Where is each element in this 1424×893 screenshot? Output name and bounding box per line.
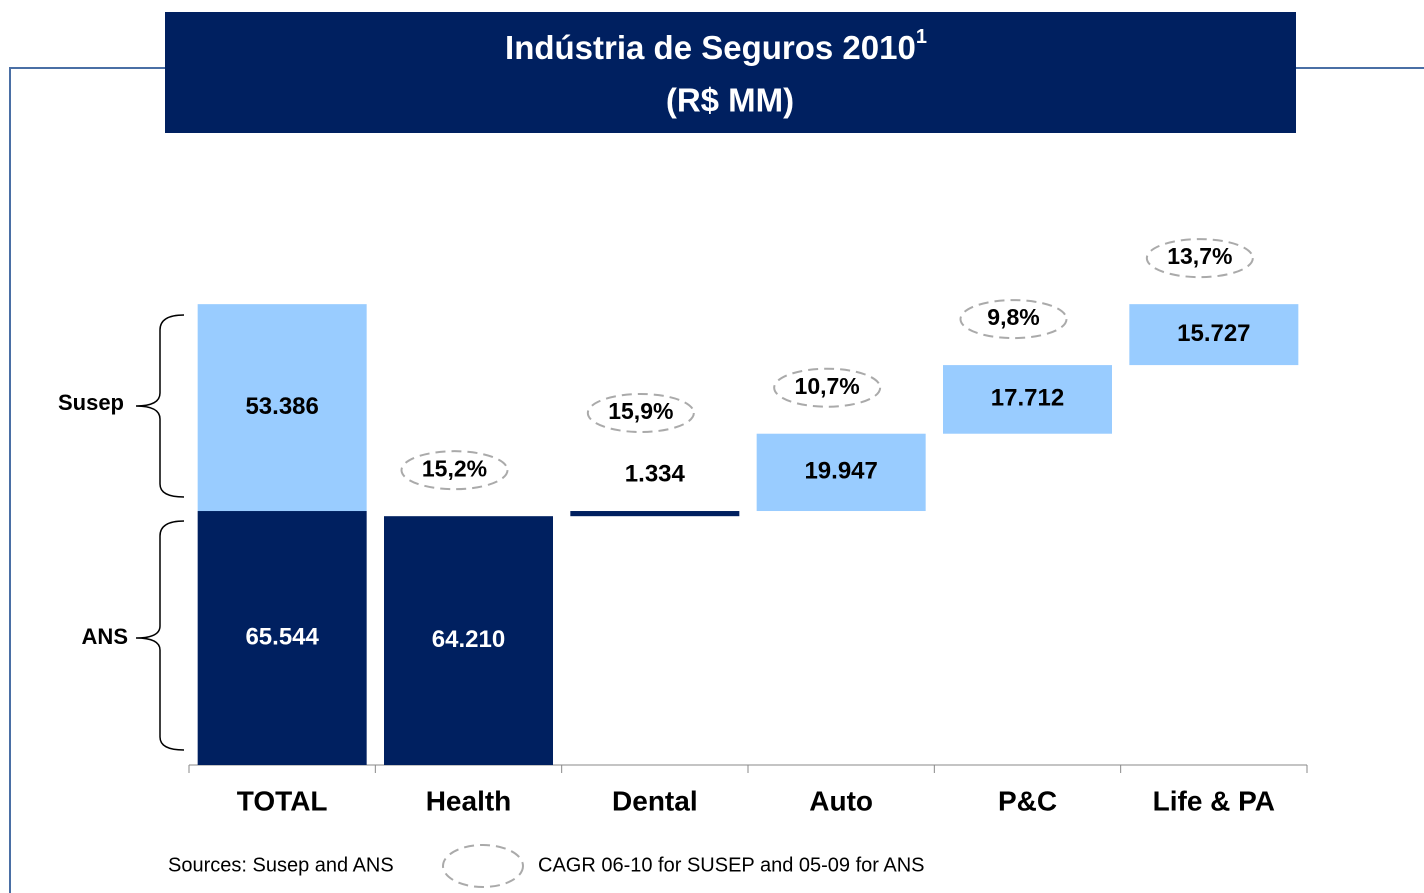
cagr-ellipse <box>400 450 509 491</box>
title-superscript: 1 <box>916 26 927 48</box>
data-label: 19.947 <box>804 458 877 485</box>
cagr-label: 10,7% <box>795 373 860 399</box>
bar <box>197 511 367 765</box>
x-tick-label: TOTAL <box>237 785 328 816</box>
bar <box>943 365 1112 434</box>
bar <box>197 304 367 512</box>
cagr-ellipse <box>1145 238 1254 279</box>
bar <box>384 516 553 765</box>
cagr-ellipse <box>959 299 1068 340</box>
footer-ellipse <box>442 844 524 888</box>
footer-sources: Sources: Susep and ANS <box>168 854 394 876</box>
title-text: Indústria de Seguros 2010 <box>505 29 916 66</box>
data-label: 1.334 <box>625 460 686 487</box>
data-label: 65.544 <box>245 623 319 650</box>
ans-brace <box>135 520 185 751</box>
cagr-label: 9,8% <box>987 304 1039 330</box>
footer-note: CAGR 06-10 for SUSEP and 05-09 for ANS <box>538 854 925 876</box>
cagr-ellipse <box>773 367 882 408</box>
x-tick-label: Dental <box>612 785 698 816</box>
brace-label: Susep <box>58 390 124 415</box>
x-tick-label: Life & PA <box>1153 785 1275 816</box>
chart-subtitle: (R$ MM) <box>666 82 794 119</box>
x-tick-label: Health <box>426 785 512 816</box>
bar <box>756 433 926 512</box>
data-label: 64.210 <box>432 626 505 653</box>
frame-line <box>9 67 1424 893</box>
data-label: 17.712 <box>991 385 1064 412</box>
cagr-label: 15,2% <box>422 455 487 481</box>
bar <box>570 511 740 517</box>
susep-brace <box>135 314 185 498</box>
frame <box>9 67 1424 893</box>
chart-title: Indústria de Seguros 20101 <box>505 26 927 65</box>
x-tick-label: P&C <box>998 785 1057 816</box>
cagr-label: 13,7% <box>1167 243 1232 269</box>
bar <box>1129 304 1299 366</box>
data-label: 15.727 <box>1177 320 1250 347</box>
data-label: 53.386 <box>245 393 318 420</box>
brace-label: ANS <box>82 624 128 649</box>
title-banner <box>165 12 1296 133</box>
cagr-label: 15,9% <box>608 398 673 424</box>
cagr-ellipse <box>586 393 695 434</box>
x-tick-label: Auto <box>809 785 873 816</box>
